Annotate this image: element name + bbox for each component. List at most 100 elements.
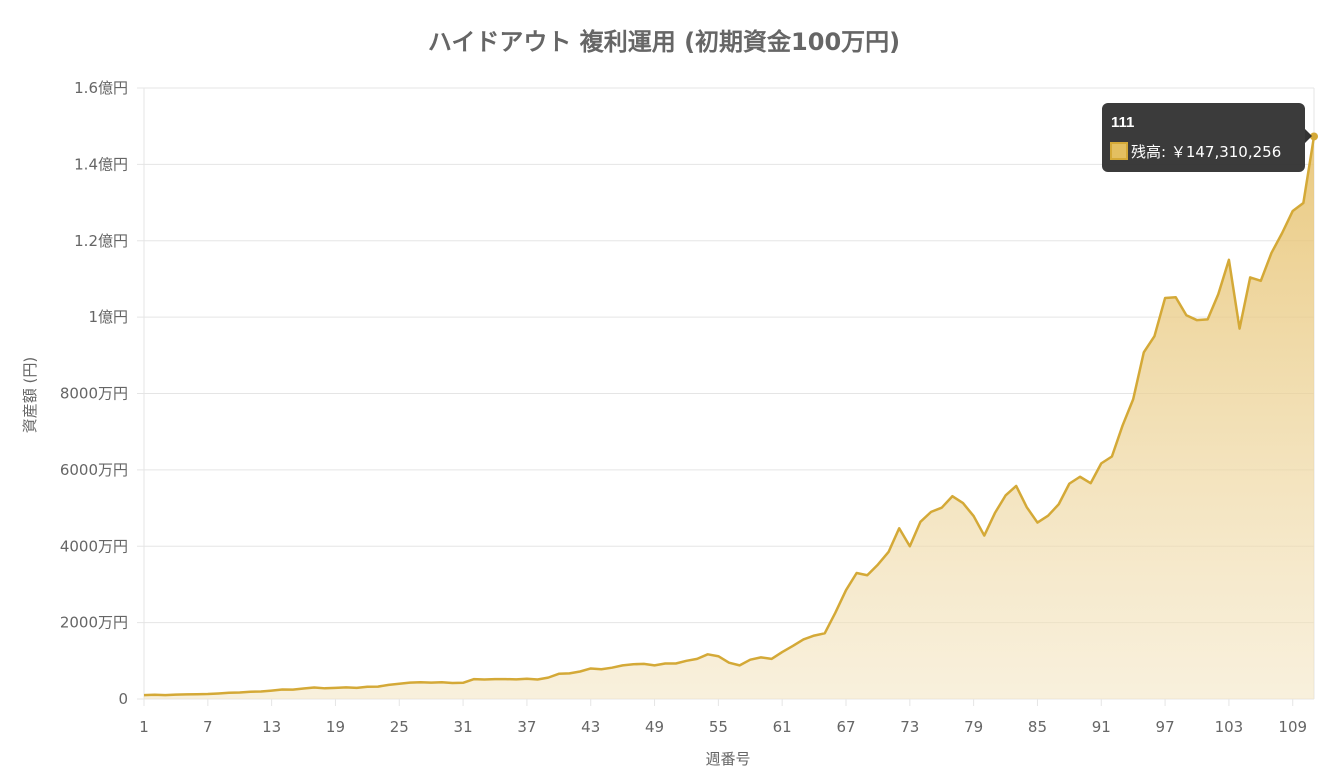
data-point[interactable] (1013, 483, 1019, 489)
data-point[interactable] (215, 690, 221, 696)
data-point[interactable] (1130, 396, 1136, 402)
data-point[interactable] (322, 685, 328, 691)
data-point[interactable] (1056, 501, 1062, 507)
data-point[interactable] (960, 500, 966, 506)
data-point[interactable] (854, 570, 860, 576)
data-point[interactable] (1098, 460, 1104, 466)
data-point[interactable] (1024, 504, 1030, 510)
data-point[interactable] (301, 685, 307, 691)
data-point[interactable] (992, 510, 998, 516)
data-point[interactable] (566, 670, 572, 676)
data-point[interactable] (726, 660, 732, 666)
data-point[interactable] (1120, 423, 1126, 429)
data-point[interactable] (481, 677, 487, 683)
data-point[interactable] (375, 684, 381, 690)
data-point[interactable] (981, 533, 987, 539)
data-point[interactable] (364, 684, 370, 690)
data-point[interactable] (407, 680, 413, 686)
data-point[interactable] (811, 633, 817, 639)
data-point[interactable] (1109, 454, 1115, 460)
data-point[interactable] (779, 649, 785, 655)
data-point[interactable] (928, 509, 934, 515)
data-point[interactable] (513, 676, 519, 682)
data-point[interactable] (715, 653, 721, 659)
data-point[interactable] (141, 692, 147, 698)
data-point[interactable] (1003, 492, 1009, 498)
data-point[interactable] (386, 682, 392, 688)
data-point[interactable] (1300, 200, 1306, 206)
data-point[interactable] (524, 676, 530, 682)
data-point[interactable] (247, 689, 253, 695)
data-point[interactable] (428, 680, 434, 686)
data-point[interactable] (939, 505, 945, 511)
data-point[interactable] (173, 692, 179, 698)
data-point[interactable] (758, 654, 764, 660)
data-point[interactable] (907, 543, 913, 549)
data-point[interactable] (396, 681, 402, 687)
data-point[interactable] (258, 689, 264, 695)
data-point[interactable] (609, 665, 615, 671)
data-point[interactable] (1151, 333, 1157, 339)
data-point[interactable] (641, 661, 647, 667)
data-point[interactable] (1237, 326, 1243, 332)
data-point[interactable] (1205, 316, 1211, 322)
data-point[interactable] (460, 680, 466, 686)
data-point[interactable] (1247, 274, 1253, 280)
data-point[interactable] (652, 662, 658, 668)
data-point[interactable] (1183, 312, 1189, 318)
data-point[interactable] (588, 665, 594, 671)
data-point[interactable] (949, 493, 955, 499)
data-point[interactable] (1173, 294, 1179, 300)
data-point[interactable] (418, 679, 424, 685)
data-point[interactable] (790, 643, 796, 649)
data-point[interactable] (354, 685, 360, 691)
data-point[interactable] (662, 660, 668, 666)
data-point[interactable] (705, 651, 711, 657)
data-point[interactable] (822, 630, 828, 636)
data-point[interactable] (683, 658, 689, 664)
data-point[interactable] (492, 676, 498, 682)
data-point[interactable] (290, 687, 296, 693)
data-point[interactable] (194, 691, 200, 697)
data-point[interactable] (832, 610, 838, 616)
data-point[interactable] (896, 525, 902, 531)
data-point[interactable] (471, 676, 477, 682)
data-point[interactable] (184, 691, 190, 697)
data-point[interactable] (545, 675, 551, 681)
data-point[interactable] (535, 677, 541, 683)
data-point[interactable] (843, 587, 849, 593)
data-point[interactable] (1034, 520, 1040, 526)
data-point[interactable] (439, 679, 445, 685)
data-point[interactable] (747, 657, 753, 663)
data-point[interactable] (769, 656, 775, 662)
data-point[interactable] (917, 519, 923, 525)
data-point[interactable] (279, 686, 285, 692)
data-point[interactable] (1066, 481, 1072, 487)
data-point[interactable] (1310, 132, 1318, 141)
data-point[interactable] (311, 685, 317, 691)
data-point[interactable] (1290, 208, 1296, 214)
data-point[interactable] (1268, 250, 1274, 256)
data-point[interactable] (1279, 230, 1285, 236)
data-point[interactable] (800, 636, 806, 642)
data-point[interactable] (598, 666, 604, 672)
data-point[interactable] (737, 662, 743, 668)
data-point[interactable] (864, 572, 870, 578)
data-point[interactable] (1088, 480, 1094, 486)
data-point[interactable] (694, 656, 700, 662)
data-point[interactable] (269, 688, 275, 694)
data-point[interactable] (1194, 317, 1200, 323)
data-point[interactable] (1258, 278, 1264, 284)
data-point[interactable] (577, 669, 583, 675)
data-point[interactable] (875, 562, 881, 568)
data-point[interactable] (556, 671, 562, 677)
data-point[interactable] (673, 660, 679, 666)
data-point[interactable] (449, 680, 455, 686)
data-point[interactable] (332, 685, 338, 691)
data-point[interactable] (1162, 295, 1168, 301)
data-point[interactable] (205, 691, 211, 697)
data-point[interactable] (1215, 291, 1221, 297)
data-point[interactable] (630, 661, 636, 667)
data-point[interactable] (152, 692, 158, 698)
data-point[interactable] (1045, 513, 1051, 519)
